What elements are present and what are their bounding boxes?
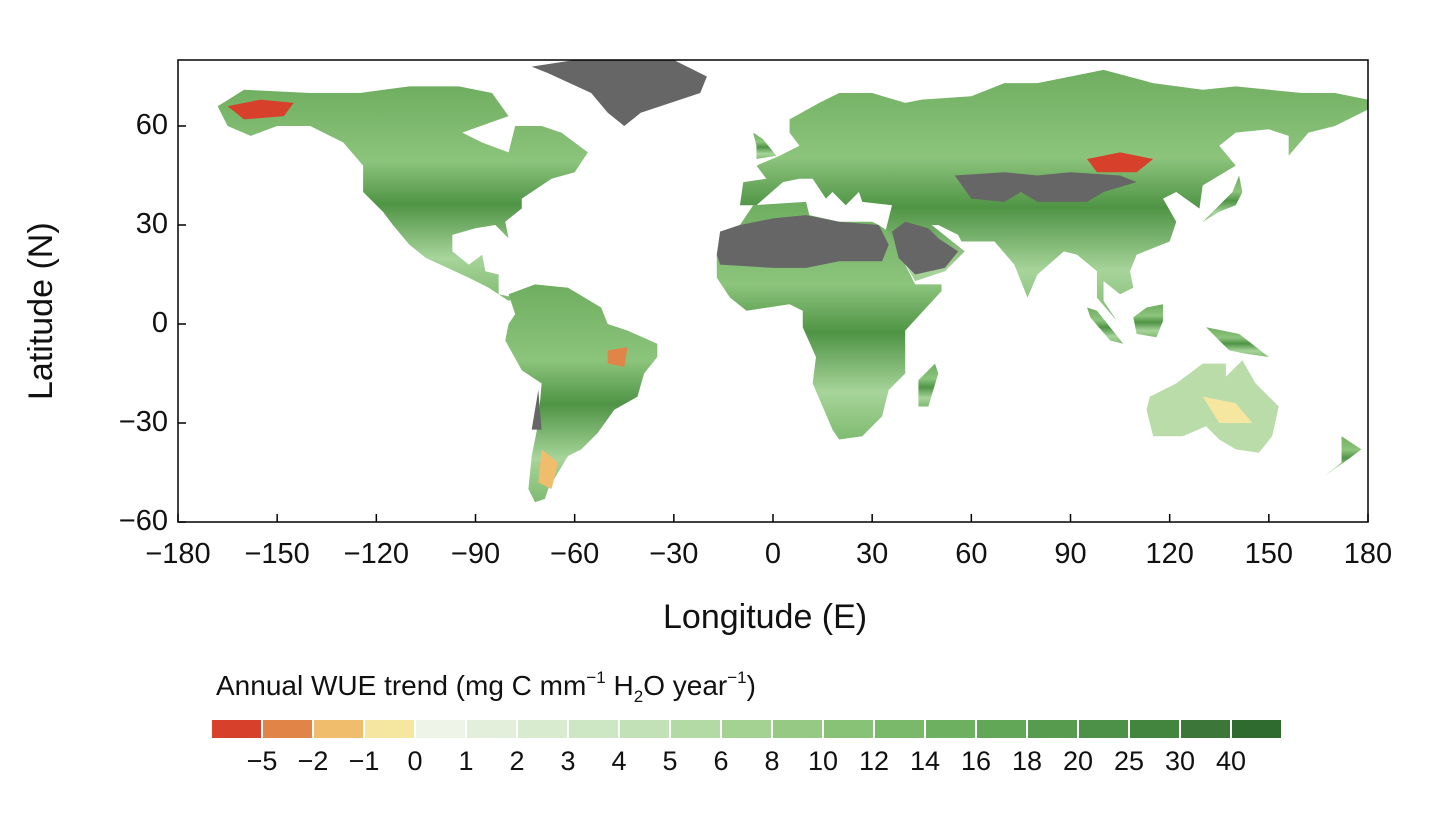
y-axis-label: Latitude (N): [22, 222, 60, 400]
colorbar-swatch: [212, 720, 261, 738]
x-tick-label: 60: [955, 538, 988, 570]
atacama-no-data: [531, 390, 542, 430]
colorbar-swatch: [620, 720, 669, 738]
colorbar-label: 30: [1164, 746, 1196, 776]
central-asia-no-data: [954, 172, 1137, 202]
x-tick-label: −120: [343, 538, 409, 570]
y-tick-label: 30: [135, 208, 168, 240]
x-axis-label: Longitude (E): [663, 598, 868, 636]
colorbar-swatch: [1232, 720, 1281, 738]
x-tick-label: 150: [1244, 538, 1294, 570]
mongolia-negative-trend: [1087, 152, 1154, 173]
colorbar-label: 12: [858, 746, 890, 776]
colorbar-swatch: [518, 720, 567, 738]
colorbar-swatch: [722, 720, 771, 738]
colorbar-title-text: Annual WUE trend (mg C mm: [216, 670, 587, 701]
colorbar-swatch: [926, 720, 975, 738]
colorbar-label: 6: [713, 746, 729, 776]
x-tick-label: −90: [450, 538, 501, 570]
colorbar-label: 1: [458, 746, 474, 776]
colorbar-swatch: [977, 720, 1026, 738]
x-tick-label: 30: [856, 538, 889, 570]
brazil-negative-trend: [607, 347, 628, 367]
colorbar-title: Annual WUE trend (mg C mm−1 H2O year−1): [216, 668, 756, 707]
x-tick-label: 90: [1054, 538, 1087, 570]
australia-negative-trend: [1202, 396, 1253, 423]
colorbar-swatch: [1028, 720, 1077, 738]
x-tick-label: −180: [145, 538, 211, 570]
patagonia-negative-trend: [538, 449, 559, 489]
colorbar-label: 10: [807, 746, 839, 776]
colorbar-swatch: [1130, 720, 1179, 738]
y-tick-label: 0: [151, 307, 168, 339]
colorbar-label: −2: [297, 746, 329, 776]
sumatra: [1087, 307, 1124, 344]
colorbar-swatch: [1079, 720, 1128, 738]
y-tick-label: −60: [118, 505, 168, 537]
colorbar-label: 16: [960, 746, 992, 776]
colorbar-swatch: [569, 720, 618, 738]
colorbar-label: 8: [764, 746, 780, 776]
colorbar-label: 18: [1011, 746, 1043, 776]
new-guinea: [1206, 327, 1269, 357]
britain: [753, 132, 777, 159]
x-tick-label: 0: [764, 538, 782, 570]
colorbar-title-sup: −1: [586, 668, 606, 687]
japan: [1202, 175, 1243, 222]
colorbar-label: 0: [407, 746, 423, 776]
borneo: [1133, 304, 1164, 338]
x-tick-label: −150: [244, 538, 310, 570]
colorbar-swatch: [824, 720, 873, 738]
colorbar-label: 14: [909, 746, 941, 776]
colorbar: [212, 720, 1283, 738]
colorbar-label: 4: [611, 746, 627, 776]
colorbar-label: 3: [560, 746, 576, 776]
sahara-no-data: [716, 215, 889, 268]
north-america: [217, 86, 588, 301]
colorbar-title-text: H: [605, 670, 634, 701]
colorbar-swatch: [1181, 720, 1230, 738]
y-tick-label: 60: [135, 109, 168, 141]
arabia-no-data: [892, 221, 959, 275]
colorbar-swatch: [671, 720, 720, 738]
colorbar-title-sub: 2: [633, 687, 644, 706]
colorbar-label: 20: [1062, 746, 1094, 776]
alaska-negative-trend: [227, 99, 294, 120]
colorbar-label: −1: [348, 746, 380, 776]
south-america: [505, 284, 658, 503]
colorbar-title-text: O year: [643, 670, 728, 701]
colorbar-swatch: [365, 720, 414, 738]
x-tick-label: −60: [550, 538, 600, 570]
new-zealand: [1325, 436, 1362, 476]
x-tick-label: 120: [1145, 538, 1194, 570]
colorbar-swatch: [467, 720, 516, 738]
colorbar-swatch: [416, 720, 465, 738]
colorbar-swatch: [875, 720, 924, 738]
colorbar-title-text: ): [746, 670, 756, 701]
madagascar: [918, 363, 939, 407]
y-tick-label: −30: [118, 406, 168, 438]
colorbar-swatch: [314, 720, 363, 738]
greenland: [531, 60, 707, 126]
colorbar-label: 5: [662, 746, 678, 776]
colorbar-swatch: [773, 720, 822, 738]
colorbar-swatch: [263, 720, 312, 738]
colorbar-label: 25: [1113, 746, 1145, 776]
x-tick-label: 180: [1343, 538, 1393, 570]
colorbar-title-sup: −1: [727, 668, 747, 687]
colorbar-label: 2: [509, 746, 525, 776]
x-tick-label: −30: [649, 538, 699, 570]
colorbar-label: 40: [1215, 746, 1247, 776]
colorbar-label: −5: [246, 746, 278, 776]
